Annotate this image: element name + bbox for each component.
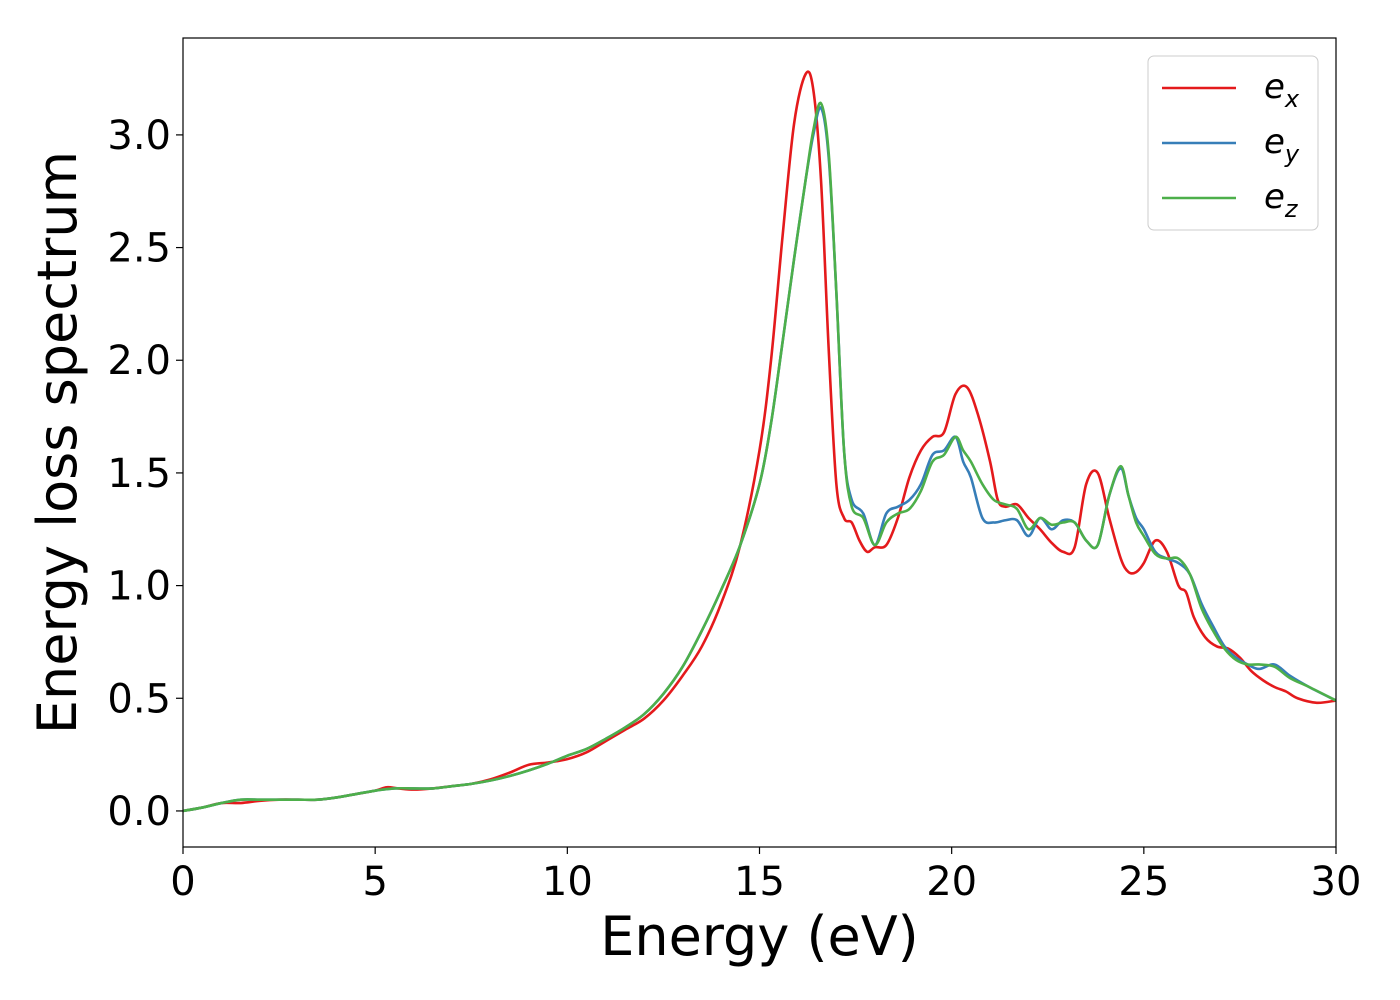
x-tick-label: 25 — [1118, 859, 1169, 905]
y-tick-label: 2.0 — [107, 338, 171, 384]
x-tick-label: 30 — [1311, 859, 1362, 905]
series-line-z — [183, 101, 1336, 813]
x-tick-label: 20 — [926, 859, 977, 905]
legend-label-z: ez — [1264, 177, 1299, 223]
y-tick-label: 1.0 — [107, 564, 171, 610]
y-tick-label: 2.5 — [107, 226, 171, 272]
legend-label-x: ex — [1264, 67, 1300, 113]
y-tick-label: 1.5 — [107, 451, 171, 497]
y-tick-label: 0.0 — [107, 789, 171, 835]
y-tick-label: 3.0 — [107, 113, 171, 159]
x-tick-label: 5 — [362, 859, 387, 905]
x-tick-label: 15 — [734, 859, 785, 905]
legend-label-y: ey — [1264, 122, 1300, 168]
x-tick-label: 0 — [170, 859, 195, 905]
x-axis-label: Energy (eV) — [600, 905, 919, 968]
x-axis: 0 5 10 15 20 25 30 — [170, 847, 1361, 905]
y-tick-label: 0.5 — [107, 676, 171, 722]
legend: ex ey ez — [1147, 55, 1319, 231]
x-tick-label: 10 — [542, 859, 593, 905]
y-axis-label: Energy loss spectrum — [26, 151, 89, 734]
plot-area — [183, 70, 1336, 813]
y-axis: 0.0 0.5 1.0 1.5 2.0 2.5 3.0 — [107, 113, 183, 835]
